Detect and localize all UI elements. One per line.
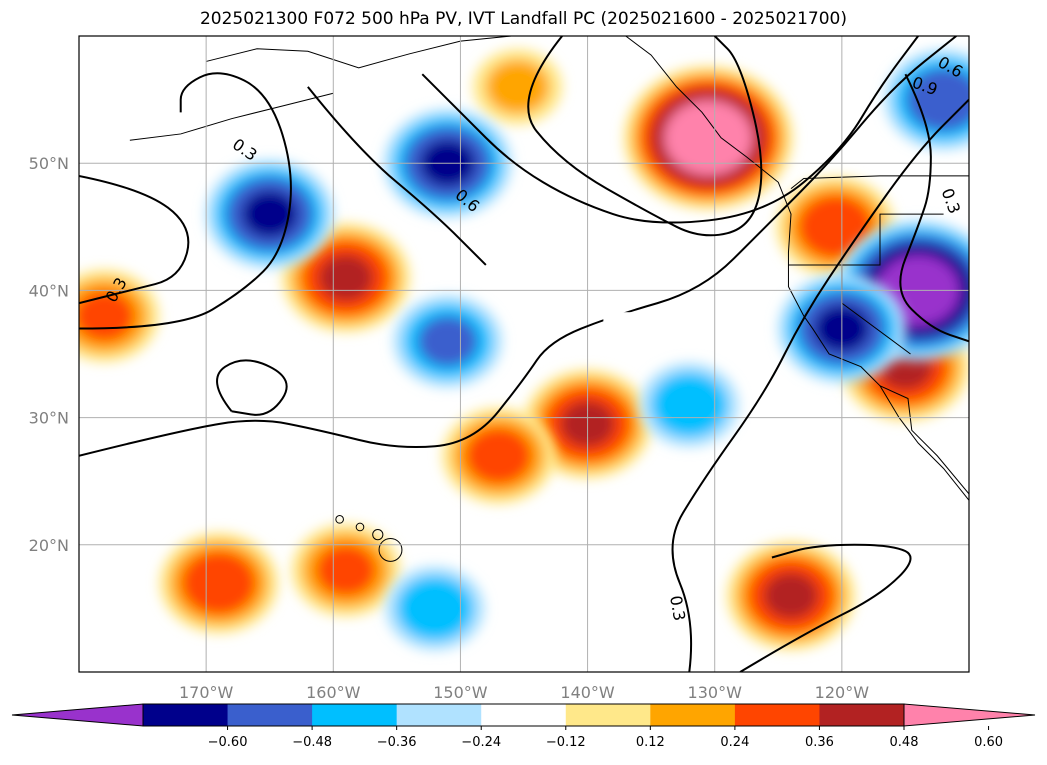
anomaly-level bbox=[181, 551, 256, 615]
x-tick-label: 160°W bbox=[306, 683, 361, 702]
chart-title: 2025021300 F072 500 hPa PV, IVT Landfall… bbox=[199, 9, 847, 29]
ivt-contour-0 bbox=[79, 174, 190, 305]
anomaly-level bbox=[651, 372, 728, 438]
y-tick-label: 40°N bbox=[29, 281, 69, 300]
colorbar-tick-label: −0.24 bbox=[461, 735, 501, 750]
colorbar-segment bbox=[396, 704, 482, 726]
pv-anomaly-18 bbox=[385, 566, 485, 651]
colorbar-segment bbox=[565, 704, 651, 726]
pv-anomaly-9 bbox=[159, 532, 279, 634]
ivt-contour-1 bbox=[79, 72, 292, 330]
hawaii-island-0 bbox=[378, 537, 403, 562]
colorbar-tick-label: −0.48 bbox=[292, 735, 332, 750]
ivt-contours bbox=[79, 36, 969, 672]
anomaly-level bbox=[242, 190, 298, 238]
colorbar-segment bbox=[650, 704, 736, 726]
anomaly-level bbox=[316, 545, 376, 596]
colorbar-segment bbox=[481, 704, 567, 726]
colorbar-frame bbox=[142, 703, 905, 727]
pv-anomaly-8 bbox=[291, 523, 401, 617]
state-borders bbox=[788, 213, 944, 266]
pv-anomaly-0 bbox=[623, 65, 794, 210]
hawaii-island-3 bbox=[335, 515, 344, 524]
y-tick-label: 30°N bbox=[29, 409, 69, 428]
contour-label-bg bbox=[603, 312, 636, 333]
x-tick-label: 120°W bbox=[815, 683, 870, 702]
pv-anomaly-fills bbox=[79, 48, 969, 651]
contour-label: 0.3 bbox=[666, 594, 689, 622]
colorbar: −0.60 −0.48 −0.36 −0.24 −0.12 0.12 0.24 0.36 0.4… bbox=[11, 703, 1036, 750]
ivt-contour-9 bbox=[899, 73, 969, 343]
colorbar-tick-label: −0.12 bbox=[546, 735, 586, 750]
ivt-contour-4 bbox=[421, 36, 919, 224]
axis-ticks: 170°W 160°W 150°W 140°W 130°W 120°W 20°N 30°N 40… bbox=[29, 154, 870, 702]
colorbar-extend-low bbox=[11, 703, 144, 727]
x-tick-label: 140°W bbox=[560, 683, 615, 702]
colorbar-tick-label: 0.48 bbox=[890, 735, 919, 750]
colorbar-tick-label: 0.60 bbox=[974, 735, 1003, 750]
map-frame bbox=[78, 35, 970, 673]
hawaii-island-2 bbox=[355, 522, 365, 532]
ivt-contour-5 bbox=[79, 36, 957, 457]
baja-coastline bbox=[879, 385, 969, 495]
pv-anomaly-5 bbox=[726, 541, 856, 651]
ivt-contour-3 bbox=[527, 36, 763, 237]
colorbar-tick-label: 0.24 bbox=[720, 735, 749, 750]
gridlines bbox=[79, 36, 969, 672]
pv-anomaly-15 bbox=[393, 294, 503, 388]
pv-anomaly-13 bbox=[205, 159, 334, 269]
colorbar-tick-label: −0.60 bbox=[208, 735, 248, 750]
colorbar-tick-label: 0.36 bbox=[805, 735, 834, 750]
colorbar-extend-high bbox=[903, 703, 1036, 727]
colorbar-segment bbox=[819, 704, 905, 726]
x-tick-label: 170°W bbox=[179, 683, 234, 702]
ivt-contour-2 bbox=[307, 86, 487, 266]
x-tick-label: 150°W bbox=[433, 683, 488, 702]
anomaly-level bbox=[396, 576, 474, 641]
anomaly-level bbox=[465, 427, 532, 484]
colorbar-tick-label: 0.12 bbox=[636, 735, 665, 750]
colorbar-segment bbox=[227, 704, 313, 726]
colorbar-tick-label: −0.36 bbox=[377, 735, 417, 750]
colorbar-segment bbox=[734, 704, 820, 726]
anomaly-level bbox=[486, 60, 550, 114]
colorbar-segment bbox=[312, 704, 398, 726]
ivt-contour-7 bbox=[671, 98, 969, 672]
aleutian-islands bbox=[129, 92, 334, 141]
colorbar-segment bbox=[143, 704, 229, 726]
pv-anomaly-10 bbox=[473, 48, 563, 125]
anomaly-level bbox=[418, 316, 478, 367]
ivt-contour-8 bbox=[739, 543, 912, 672]
anomaly-level bbox=[664, 100, 753, 176]
y-tick-label: 50°N bbox=[29, 154, 69, 173]
ivt-contour-6 bbox=[216, 359, 288, 416]
pv-anomaly-17 bbox=[639, 362, 740, 448]
x-tick-label: 130°W bbox=[688, 683, 743, 702]
y-tick-label: 20°N bbox=[29, 536, 69, 555]
anomaly-level bbox=[318, 254, 374, 301]
hawaii-island-1 bbox=[372, 529, 384, 541]
anomaly-level bbox=[763, 572, 819, 619]
pv-anomaly-4 bbox=[441, 407, 556, 504]
